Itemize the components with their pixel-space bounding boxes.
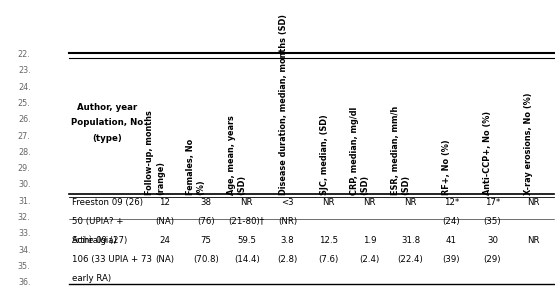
- Text: 1.9: 1.9: [363, 236, 376, 245]
- Text: NR: NR: [364, 198, 376, 207]
- Text: NR: NR: [322, 198, 335, 207]
- Text: (21-80)†: (21-80)†: [229, 217, 265, 226]
- Text: (24): (24): [443, 217, 460, 226]
- Text: 34.: 34.: [18, 246, 31, 255]
- Text: 3.8: 3.8: [281, 236, 295, 245]
- Text: 75: 75: [200, 236, 211, 245]
- Text: X-ray erosions, No (%): X-ray erosions, No (%): [524, 93, 533, 195]
- Text: Anti-CCP+, No (%): Anti-CCP+, No (%): [483, 111, 492, 195]
- Text: (39): (39): [443, 255, 460, 264]
- Text: 31.: 31.: [18, 197, 31, 206]
- Text: (NA): (NA): [155, 255, 174, 264]
- Text: (2.4): (2.4): [360, 255, 380, 264]
- Text: <3: <3: [281, 198, 294, 207]
- Text: (35): (35): [483, 217, 501, 226]
- Text: Arthralgia): Arthralgia): [72, 236, 117, 245]
- Text: 30: 30: [487, 236, 498, 245]
- Text: 12.5: 12.5: [319, 236, 338, 245]
- Text: (14.4): (14.4): [234, 255, 260, 264]
- Text: 22.: 22.: [18, 50, 31, 59]
- Text: Females, No
(%): Females, No (%): [186, 139, 206, 195]
- Text: Scirè 09 (27): Scirè 09 (27): [72, 236, 127, 245]
- Text: (type): (type): [92, 134, 122, 143]
- Text: (NR): (NR): [278, 217, 297, 226]
- Text: Freeston 09 (26): Freeston 09 (26): [72, 198, 143, 207]
- Text: Follow-up, months
(range): Follow-up, months (range): [145, 111, 165, 195]
- Text: (2.8): (2.8): [278, 255, 298, 264]
- Text: RF+, No (%): RF+, No (%): [442, 140, 452, 195]
- Text: Population, No: Population, No: [70, 118, 143, 127]
- Text: 25.: 25.: [18, 99, 31, 108]
- Text: (70.8): (70.8): [193, 255, 219, 264]
- Text: 38: 38: [200, 198, 211, 207]
- Text: 12*: 12*: [444, 198, 459, 207]
- Text: 24.: 24.: [18, 83, 31, 92]
- Text: NR: NR: [527, 236, 539, 245]
- Text: 23.: 23.: [18, 66, 31, 75]
- Text: 59.5: 59.5: [237, 236, 256, 245]
- Text: 30.: 30.: [18, 181, 31, 190]
- Text: 17*: 17*: [485, 198, 500, 207]
- Text: (7.6): (7.6): [319, 255, 339, 264]
- Text: 31.8: 31.8: [401, 236, 420, 245]
- Text: 28.: 28.: [18, 148, 31, 157]
- Text: 26.: 26.: [18, 115, 31, 124]
- Text: 27.: 27.: [18, 132, 31, 141]
- Text: Disease duration, median, months (SD): Disease duration, median, months (SD): [279, 14, 287, 195]
- Text: Age, mean, years
(SD): Age, mean, years (SD): [228, 115, 246, 195]
- Text: CRP, median, mg/dl
(SD): CRP, median, mg/dl (SD): [350, 107, 370, 195]
- Text: Author, year: Author, year: [77, 103, 137, 112]
- Text: 32.: 32.: [18, 213, 31, 222]
- Text: early RA): early RA): [72, 274, 110, 283]
- Text: (29): (29): [484, 255, 501, 264]
- Text: SJC, median, (SD): SJC, median, (SD): [320, 114, 329, 195]
- Text: 36.: 36.: [18, 278, 31, 287]
- Text: NR: NR: [527, 198, 539, 207]
- Text: (NA): (NA): [155, 217, 174, 226]
- Text: 106 (33 UPIA + 73: 106 (33 UPIA + 73: [72, 255, 152, 264]
- Text: NR: NR: [404, 198, 417, 207]
- Text: 33.: 33.: [18, 229, 31, 238]
- Text: 35.: 35.: [18, 262, 31, 271]
- Text: 50 (UPIA? +: 50 (UPIA? +: [72, 217, 123, 226]
- Text: 29.: 29.: [18, 164, 31, 173]
- Text: (76): (76): [197, 217, 215, 226]
- Text: 24: 24: [159, 236, 170, 245]
- Text: 41: 41: [446, 236, 457, 245]
- Text: NR: NR: [240, 198, 253, 207]
- Text: (22.4): (22.4): [398, 255, 423, 264]
- Text: ESR, median, mm/h
(SD): ESR, median, mm/h (SD): [391, 106, 411, 195]
- Text: 12: 12: [159, 198, 170, 207]
